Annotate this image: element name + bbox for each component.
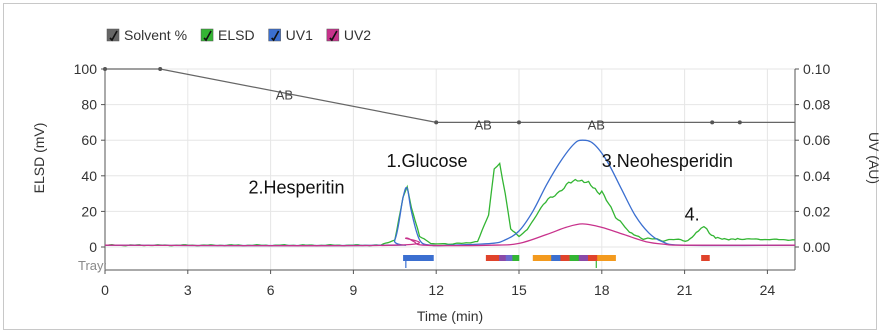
- y-left-axis-title: ELSD (mV): [31, 123, 47, 194]
- fraction-tube: [423, 255, 434, 261]
- y-left-tick-label: 80: [81, 97, 97, 113]
- fraction-tube: [578, 255, 589, 261]
- peak-label: 1.Glucose: [387, 151, 468, 171]
- legend-item: Solvent %: [106, 27, 187, 43]
- fraction-tube: [560, 255, 570, 261]
- axes: 0 3 6 9 12 15 18 21 24 0 20 40 60 80 100 0.00 0.02 0.04 0.…: [31, 61, 882, 324]
- fraction-tube: [403, 255, 414, 261]
- check-icon: [109, 30, 118, 42]
- fraction-tube: [512, 255, 520, 261]
- y-right-tick-label: 0.06: [803, 132, 830, 148]
- segment-label: AB: [588, 118, 605, 133]
- solvent-point: [434, 120, 439, 125]
- plot-frame: [104, 69, 796, 271]
- fraction-tube: [413, 255, 424, 261]
- x-tick-label: 24: [760, 282, 776, 298]
- y-right-tick-label: 0.04: [803, 168, 830, 184]
- fraction-tube: [569, 255, 580, 261]
- segment-label: AB: [474, 118, 491, 133]
- y-left-tick-label: 100: [74, 61, 98, 77]
- chart-border: [3, 3, 877, 330]
- fraction-tube: [542, 255, 552, 261]
- peak-annotations: 2.Hesperitin 1.Glucose 3.Neohesperidin 4.: [249, 151, 733, 224]
- fraction-tube: [588, 255, 598, 261]
- x-tick-label: 18: [594, 282, 610, 298]
- y-left-tick-label: 60: [81, 132, 97, 148]
- peak-label: 2.Hesperitin: [249, 178, 345, 198]
- series-line-uv2: [104, 223, 796, 247]
- x-tick-label: 3: [184, 282, 192, 298]
- check-icon: [271, 30, 280, 42]
- fraction-tube: [532, 255, 543, 261]
- legend-label: Solvent %: [124, 27, 187, 43]
- x-axis-title: Time (min): [417, 308, 483, 324]
- y-right-tick-label: 0.10: [803, 61, 830, 77]
- y-left-tick-label: 40: [81, 168, 97, 184]
- y-left-tick-label: 20: [81, 203, 97, 219]
- fraction-tube: [492, 255, 500, 261]
- solvent-point: [710, 120, 715, 125]
- fraction-tube: [606, 255, 616, 261]
- check-icon: [203, 30, 212, 42]
- fraction-tube: [701, 255, 710, 261]
- x-tick-label: 21: [677, 282, 693, 298]
- fraction-tube: [505, 255, 513, 261]
- y-left-tick-label: 0: [89, 239, 97, 255]
- legend-label: UV2: [344, 27, 371, 43]
- x-tick-label: 9: [350, 282, 358, 298]
- segment-label: AB: [276, 87, 293, 102]
- legend-label: ELSD: [218, 27, 255, 43]
- legend-item: UV1: [268, 27, 313, 43]
- x-tick-label: 0: [101, 282, 109, 298]
- solvent-point: [737, 120, 742, 125]
- tray-fractions: Tray:: [78, 255, 710, 273]
- fraction-tube: [551, 255, 561, 261]
- solvent-point: [517, 120, 521, 125]
- y-right-tick-label: 0.08: [803, 97, 830, 113]
- check-icon: [329, 30, 338, 42]
- series-layer: [103, 67, 796, 247]
- x-tick-label: 15: [511, 282, 527, 298]
- fraction-tube: [485, 255, 493, 261]
- series-line-uv1: [104, 139, 796, 247]
- peak-label: 4.: [685, 204, 700, 224]
- legend-label: UV1: [286, 27, 313, 43]
- x-tick-label: 12: [428, 282, 444, 298]
- y-right-tick-label: 0.00: [803, 239, 830, 255]
- peak-label: 3.Neohesperidin: [602, 151, 733, 171]
- y-right-axis-title: UV (AU): [866, 132, 882, 184]
- solvent-point: [158, 67, 163, 71]
- legend: Solvent % ELSD UV1 UV2: [106, 27, 371, 43]
- fraction-tube: [597, 255, 607, 261]
- x-tick-label: 6: [267, 282, 275, 298]
- series-line-solvent: [105, 68, 795, 123]
- segment-labels: AB AB AB: [276, 87, 605, 132]
- tray-label: Tray:: [78, 258, 107, 273]
- legend-item: ELSD: [200, 27, 255, 43]
- y-right-tick-label: 0.02: [803, 203, 830, 219]
- legend-item: UV2: [326, 27, 371, 43]
- fraction-tube: [499, 255, 507, 261]
